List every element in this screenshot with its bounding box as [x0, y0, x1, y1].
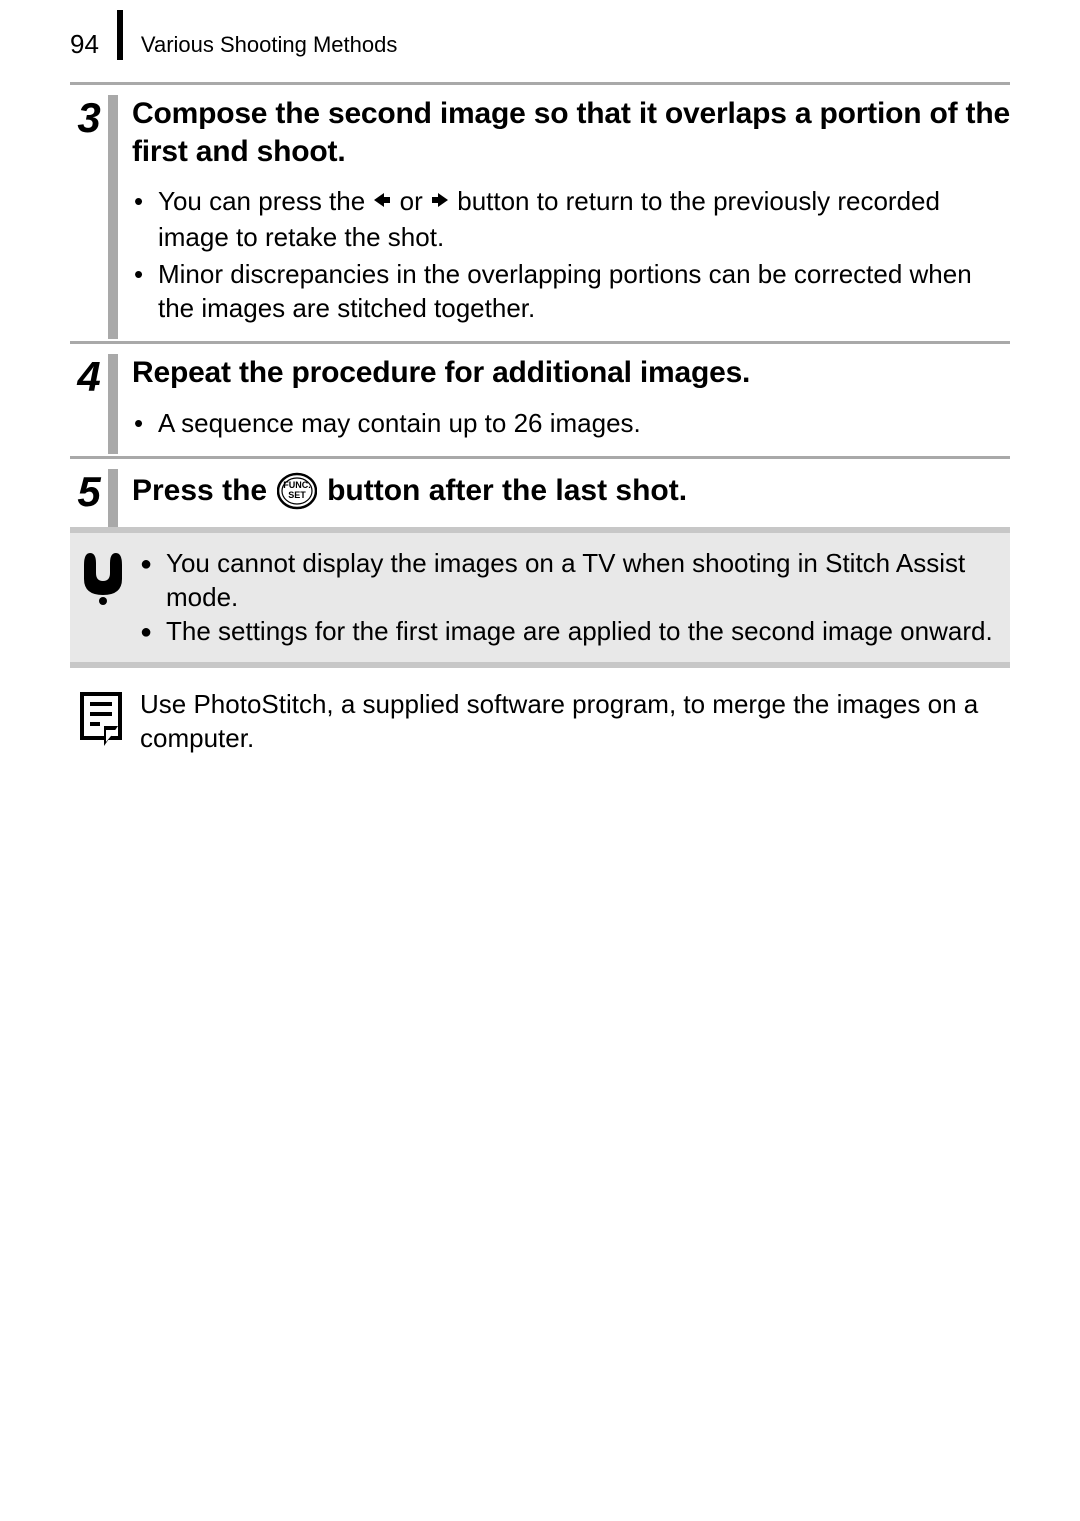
svg-text:FUNC.: FUNC.	[283, 480, 311, 490]
arrow-right-icon	[430, 184, 450, 218]
bullet-text: Minor discrepancies in the overlapping p…	[158, 259, 972, 323]
note-text: You cannot display the images on a TV wh…	[166, 548, 965, 612]
step-number: 5	[70, 469, 108, 527]
headline-pre: Press the	[132, 472, 267, 510]
section-title: Various Shooting Methods	[141, 32, 397, 60]
note-text: The settings for the first image are app…	[166, 616, 993, 646]
page-number: 94	[70, 29, 117, 60]
bullet-or: or	[400, 186, 430, 216]
page: 94 Various Shooting Methods 3 Compose th…	[0, 0, 1080, 1521]
func-set-button-icon: FUNC. SET	[277, 471, 317, 511]
step-number-bar	[108, 95, 118, 339]
step-row: 5 Press the FUNC. SET button after the l	[70, 469, 1010, 527]
bullet-item: A sequence may contain up to 26 images.	[132, 406, 1010, 440]
note-item: You cannot display the images on a TV wh…	[140, 547, 994, 615]
step-number-bar	[108, 469, 118, 527]
step-number-bar	[108, 354, 118, 454]
bullet-text: A sequence may contain up to 26 images.	[158, 408, 641, 438]
notes-list: You cannot display the images on a TV wh…	[140, 547, 994, 648]
bullet-item: Minor discrepancies in the overlapping p…	[132, 257, 1010, 326]
step-headline: Compose the second image so that it over…	[132, 95, 1010, 170]
notes-block: You cannot display the images on a TV wh…	[70, 527, 1010, 668]
tip-text: Use PhotoStitch, a supplied software pro…	[140, 688, 994, 756]
note-item: The settings for the first image are app…	[140, 615, 994, 649]
tip-block: Use PhotoStitch, a supplied software pro…	[70, 668, 1010, 756]
step-number-col: 5	[70, 469, 118, 527]
step-bullets: A sequence may contain up to 26 images.	[132, 406, 1010, 454]
step-5: 5 Press the FUNC. SET button after the l	[70, 456, 1010, 527]
step-body: Compose the second image so that it over…	[118, 95, 1010, 339]
step-headline: Press the FUNC. SET button after the las…	[132, 471, 1010, 511]
step-number-col: 3	[70, 95, 118, 339]
bullet-text-pre: You can press the	[158, 186, 372, 216]
svg-text:SET: SET	[288, 490, 306, 500]
step-body: Repeat the procedure for additional imag…	[118, 354, 1010, 454]
step-bullets: You can press the or button to return to…	[132, 184, 1010, 339]
step-4: 4 Repeat the procedure for additional im…	[70, 341, 1010, 454]
arrow-left-icon	[372, 184, 392, 218]
caution-icon	[78, 547, 140, 648]
header-divider	[117, 10, 123, 60]
step-body: Press the FUNC. SET button after the las…	[118, 469, 1010, 527]
step-row: 3 Compose the second image so that it ov…	[70, 95, 1010, 339]
step-3: 3 Compose the second image so that it ov…	[70, 82, 1010, 339]
step-headline: Repeat the procedure for additional imag…	[132, 354, 1010, 392]
memo-icon	[78, 688, 140, 756]
headline-post: button after the last shot.	[327, 472, 687, 510]
step-row: 4 Repeat the procedure for additional im…	[70, 354, 1010, 454]
step-number: 4	[70, 354, 108, 454]
step-number-col: 4	[70, 354, 118, 454]
step-number: 3	[70, 95, 108, 339]
page-header: 94 Various Shooting Methods	[70, 10, 1010, 60]
bullet-item: You can press the or button to return to…	[132, 184, 1010, 255]
